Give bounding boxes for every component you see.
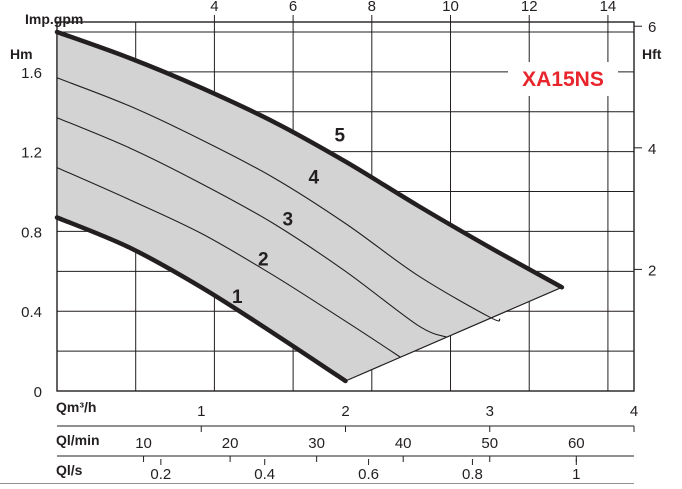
speed-curve-2 bbox=[56, 167, 401, 358]
hft-tick-label: 4 bbox=[648, 141, 656, 158]
speed-curve-4 bbox=[56, 77, 501, 322]
lmin-tick-label: 50 bbox=[481, 435, 498, 452]
speed-curve-5 bbox=[54, 29, 565, 290]
speed-label-5: 5 bbox=[334, 126, 345, 147]
speed-label-4: 4 bbox=[308, 168, 319, 189]
gpm-tick-label: 10 bbox=[442, 0, 459, 15]
ls-tick-label: 0.2 bbox=[150, 466, 171, 483]
gpm-tick-label: 8 bbox=[368, 0, 376, 15]
lmin-tick-label: 10 bbox=[135, 435, 152, 452]
m3h-tick-label: 2 bbox=[341, 403, 349, 420]
hft-tick-label: 2 bbox=[648, 262, 656, 279]
m3h-tick-label: 1 bbox=[197, 403, 205, 420]
m3h-tick-label: 3 bbox=[486, 403, 494, 420]
title-backing bbox=[508, 62, 618, 96]
x-axis-label-m3h: Qm³/h bbox=[56, 399, 96, 415]
gpm-tick-label: 6 bbox=[289, 0, 297, 15]
ls-tick-label: 1 bbox=[572, 466, 580, 483]
speed-label-1: 1 bbox=[232, 287, 243, 308]
x-axis-label-gpm: Imp.gpm bbox=[25, 11, 83, 27]
y-axis-label-hm: Hm bbox=[10, 46, 33, 62]
speed-label-3: 3 bbox=[283, 209, 294, 230]
y-tick-label: 1.6 bbox=[21, 65, 42, 82]
speed-curve-3 bbox=[56, 117, 448, 338]
hft-tick-label: 6 bbox=[648, 19, 656, 36]
speed-label-2: 2 bbox=[258, 249, 269, 270]
text-layer: XA15NS Hm Hft Imp.gpm Qm³/h Ql/min Ql/s … bbox=[10, 0, 662, 483]
y-axis-label-hft: Hft bbox=[642, 46, 662, 62]
ls-tick-label: 0.4 bbox=[254, 466, 275, 483]
ls-tick-label: 0.8 bbox=[462, 466, 483, 483]
lmin-tick-label: 40 bbox=[395, 435, 412, 452]
model-title: XA15NS bbox=[522, 68, 604, 91]
gpm-tick-label: 12 bbox=[521, 0, 538, 15]
x-axis-label-lmin: Ql/min bbox=[56, 432, 100, 448]
y-tick-label: 1.2 bbox=[21, 145, 42, 162]
speed-curve-1 bbox=[54, 215, 348, 384]
lmin-tick-label: 20 bbox=[222, 435, 239, 452]
y-tick-label: 0.8 bbox=[21, 224, 42, 241]
gpm-tick-label: 4 bbox=[210, 0, 218, 15]
ls-tick-label: 0.6 bbox=[358, 466, 379, 483]
m3h-tick-label: 4 bbox=[630, 403, 638, 420]
curve-layer bbox=[54, 29, 565, 384]
gpm-tick-label: 14 bbox=[600, 0, 617, 15]
lmin-tick-label: 30 bbox=[308, 435, 325, 452]
lmin-tick-label: 60 bbox=[568, 435, 585, 452]
operating-area bbox=[56, 31, 564, 382]
y-tick-label: 0 bbox=[34, 384, 42, 401]
y-tick-label: 0.4 bbox=[21, 304, 42, 321]
x-axis-label-ls: Ql/s bbox=[56, 462, 83, 478]
